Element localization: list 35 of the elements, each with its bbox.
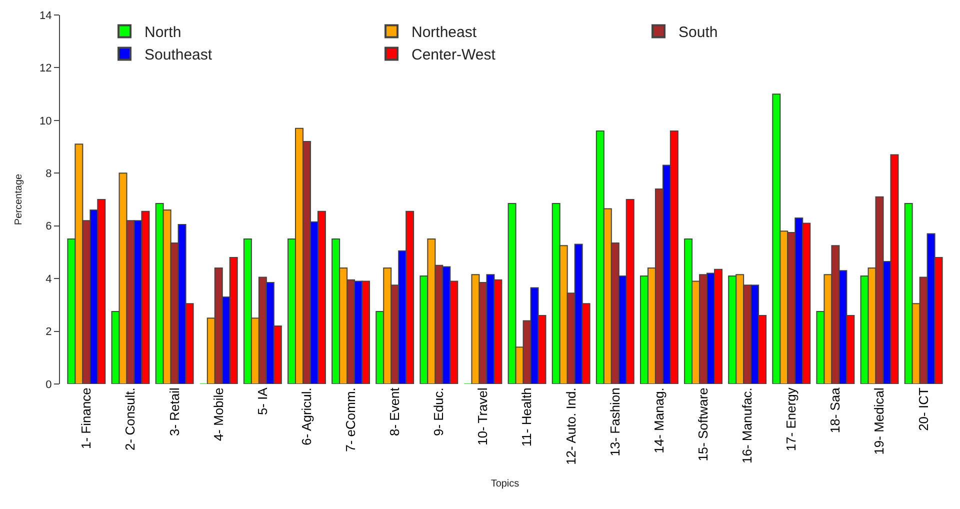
- legend-label: South: [678, 24, 718, 42]
- x-tick-label: 7- eComm.: [343, 388, 358, 452]
- y-tick-label: 10: [40, 115, 52, 128]
- legend-label: North: [144, 24, 182, 42]
- x-tick-label: 13- Fashion: [607, 388, 622, 456]
- legend-label: Center-West: [412, 46, 496, 64]
- x-tick-label: 20- ICT: [916, 388, 931, 431]
- x-tick-label: 15- Software: [695, 388, 710, 462]
- x-tick-label: 11- Health: [519, 388, 534, 447]
- legend-label: Northeast: [412, 24, 478, 42]
- x-tick-label: 1- Finance: [78, 388, 94, 450]
- legend-label: Southeast: [144, 46, 213, 64]
- x-tick-label: 10- Travel: [475, 388, 490, 446]
- x-tick-label: 18- Saa: [828, 386, 843, 434]
- x-tick-label: 2- Consult.: [122, 388, 138, 450]
- x-tick-label: 14- Manag.: [651, 388, 666, 454]
- x-axis-title: Topics: [490, 478, 520, 490]
- y-tick-label: 6: [46, 220, 52, 233]
- x-tick-label: 8- Event: [387, 387, 402, 436]
- y-tick-label: 14: [40, 10, 52, 22]
- y-tick-label: 4: [46, 273, 52, 286]
- x-tick-label: 4- Mobile: [210, 388, 226, 442]
- x-tick-label: 9- Educ.: [431, 388, 446, 436]
- x-tick-label: 16- Manufac.: [740, 388, 755, 464]
- x-tick-label: 12- Auto. Ind.: [563, 388, 578, 465]
- y-tick-label: 2: [46, 326, 52, 338]
- x-tick-label: 6- Agricul.: [298, 388, 314, 446]
- y-axis-title: Percentage: [14, 173, 25, 226]
- y-tick-label: 8: [46, 168, 52, 180]
- x-tick-label: 17- Energy: [784, 387, 799, 452]
- x-tick-label: 5- IA: [254, 387, 270, 416]
- y-tick-label: 12: [40, 62, 52, 75]
- x-tick-label: 3- Retail: [166, 388, 182, 436]
- y-tick-label: 0: [46, 378, 52, 391]
- x-tick-label: 19- Medical: [872, 387, 887, 455]
